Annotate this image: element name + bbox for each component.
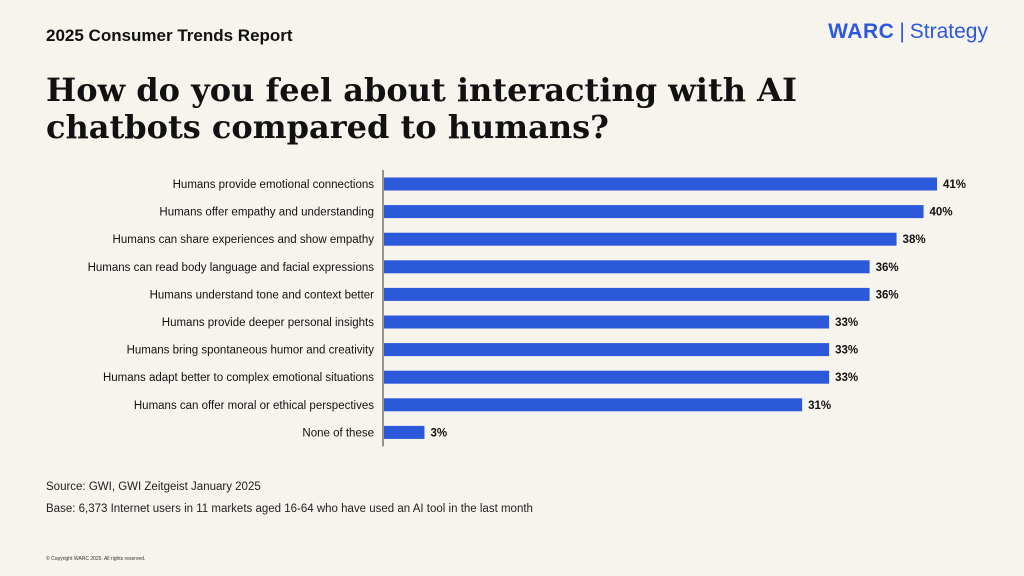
category-label: Humans understand tone and context bette… bbox=[150, 289, 375, 301]
bar bbox=[384, 260, 870, 274]
category-label: Humans can share experiences and show em… bbox=[113, 234, 375, 246]
bar bbox=[384, 315, 830, 329]
category-label: Humans bring spontaneous humor and creat… bbox=[127, 345, 375, 357]
logo-sub: Strategy bbox=[909, 20, 988, 43]
chart-headline: How do you feel about interacting with A… bbox=[46, 71, 797, 146]
report-title: 2025 Consumer Trends Report bbox=[46, 26, 293, 45]
warc-strategy-logo: WARC | Strategy bbox=[828, 20, 988, 44]
category-label: None of these bbox=[302, 427, 374, 439]
value-label: 36% bbox=[876, 289, 899, 301]
source-note: Source: GWI, GWI Zeitgeist January 2025 bbox=[46, 481, 261, 493]
bar bbox=[384, 425, 425, 439]
value-label: 41% bbox=[943, 179, 966, 191]
bar bbox=[384, 398, 803, 412]
value-label: 33% bbox=[835, 345, 858, 357]
copyright-note: © Copyright WARC 2025. All rights reserv… bbox=[46, 556, 146, 562]
bar bbox=[384, 205, 924, 219]
bar bbox=[384, 287, 870, 301]
bar bbox=[384, 343, 830, 357]
base-note: Base: 6,373 Internet users in 11 markets… bbox=[46, 503, 533, 515]
value-label: 31% bbox=[808, 400, 831, 412]
category-label: Humans adapt better to complex emotional… bbox=[103, 372, 374, 384]
category-label: Humans offer empathy and understanding bbox=[159, 207, 374, 219]
category-label: Humans can offer moral or ethical perspe… bbox=[134, 400, 374, 412]
value-label: 40% bbox=[930, 207, 953, 219]
value-label: 3% bbox=[430, 427, 447, 439]
logo-brand: WARC bbox=[828, 20, 895, 43]
bar bbox=[384, 232, 897, 246]
category-label: Humans provide emotional connections bbox=[173, 179, 375, 191]
bar bbox=[384, 370, 830, 384]
logo-separator: | bbox=[899, 20, 905, 43]
value-label: 38% bbox=[903, 234, 926, 246]
value-label: 33% bbox=[835, 372, 858, 384]
value-label: 36% bbox=[876, 262, 899, 274]
category-label: Humans provide deeper personal insights bbox=[162, 317, 374, 329]
category-label: Humans can read body language and facial… bbox=[88, 262, 375, 274]
value-label: 33% bbox=[835, 317, 858, 329]
bar bbox=[384, 177, 938, 191]
bar-chart: Humans provide emotional connections 41% H… bbox=[88, 170, 966, 447]
